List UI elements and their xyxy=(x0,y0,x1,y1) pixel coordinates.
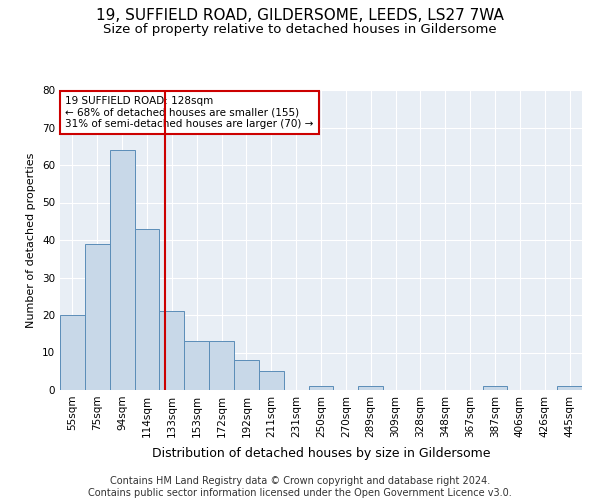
Bar xyxy=(60,315,85,390)
Text: Contains HM Land Registry data © Crown copyright and database right 2024.
Contai: Contains HM Land Registry data © Crown c… xyxy=(88,476,512,498)
Text: 19, SUFFIELD ROAD, GILDERSOME, LEEDS, LS27 7WA: 19, SUFFIELD ROAD, GILDERSOME, LEEDS, LS… xyxy=(96,8,504,22)
Text: Size of property relative to detached houses in Gildersome: Size of property relative to detached ho… xyxy=(103,22,497,36)
Bar xyxy=(234,360,259,390)
Bar xyxy=(358,386,383,390)
Bar xyxy=(110,150,134,390)
Text: 19 SUFFIELD ROAD: 128sqm
← 68% of detached houses are smaller (155)
31% of semi-: 19 SUFFIELD ROAD: 128sqm ← 68% of detach… xyxy=(65,96,314,129)
Bar xyxy=(160,311,184,390)
Bar xyxy=(85,244,110,390)
Bar xyxy=(134,229,160,390)
Bar xyxy=(259,371,284,390)
Bar xyxy=(209,341,234,390)
Text: Distribution of detached houses by size in Gildersome: Distribution of detached houses by size … xyxy=(152,448,490,460)
Bar xyxy=(308,386,334,390)
Bar xyxy=(557,386,582,390)
Y-axis label: Number of detached properties: Number of detached properties xyxy=(26,152,37,328)
Bar xyxy=(184,341,209,390)
Bar xyxy=(482,386,508,390)
